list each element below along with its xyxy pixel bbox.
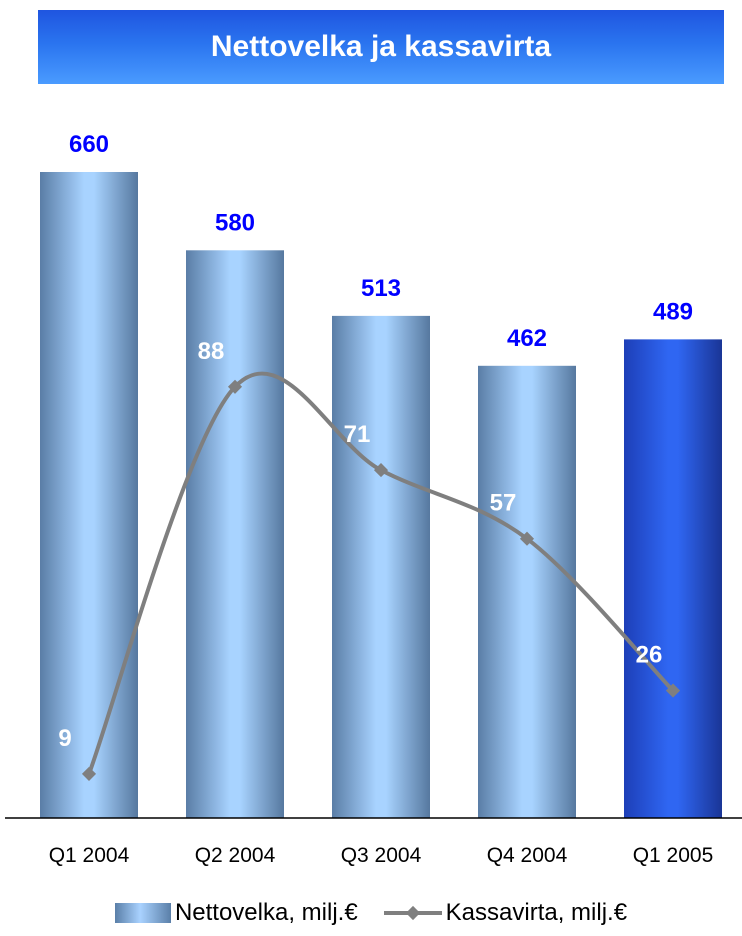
title-banner: Nettovelka ja kassavirta — [38, 10, 724, 84]
legend-line-swatch — [383, 905, 442, 921]
kassavirta-point — [81, 766, 97, 781]
legend-item-nettovelka: Nettovelka, milj.€ — [114, 899, 358, 927]
legend-label-kassavirta: Kassavirta, milj.€ — [445, 899, 628, 926]
kassavirta-value-label: 57 — [490, 490, 517, 517]
x-tick-label: Q1 2005 — [633, 844, 714, 867]
legend-bar-swatch — [114, 903, 171, 923]
bar-value-label: 462 — [507, 325, 547, 352]
bar-q2-2004 — [186, 250, 284, 818]
bar-q4-2004 — [478, 365, 576, 818]
x-tick-label: Q4 2004 — [487, 844, 568, 867]
legend-label-nettovelka: Nettovelka, milj.€ — [174, 899, 358, 926]
x-tick-label: Q1 2004 — [49, 844, 130, 867]
bar-value-label: 660 — [69, 131, 109, 158]
bar-value-label: 513 — [361, 275, 401, 302]
bar-q3-2004 — [332, 315, 430, 818]
bar-value-label: 489 — [653, 298, 693, 325]
kassavirta-point — [519, 531, 535, 546]
x-tick-label: Q2 2004 — [195, 844, 276, 867]
legend: Nettovelka, milj.€ Kassavirta, milj.€ — [0, 895, 742, 931]
chart-area: 660 580 513 462 489 9 88 71 57 26 Q1 2004 Q2 2004 Q… — [5, 131, 742, 867]
kassavirta-line — [87, 371, 675, 776]
legend-item-kassavirta: Kassavirta, milj.€ — [383, 899, 628, 927]
kassavirta-point — [227, 379, 243, 394]
bar-value-label: 580 — [215, 209, 255, 236]
x-tick-label: Q3 2004 — [341, 844, 422, 867]
kassavirta-value-label: 71 — [344, 421, 371, 448]
kassavirta-point — [373, 463, 389, 478]
bar-q1-2005 — [624, 339, 722, 818]
kassavirta-point — [665, 683, 681, 698]
kassavirta-value-label: 88 — [198, 338, 225, 365]
kassavirta-value-label: 26 — [636, 642, 663, 669]
chart-title: Nettovelka ja kassavirta — [210, 30, 552, 63]
kassavirta-value-label: 9 — [58, 725, 71, 752]
bar-q1-2004 — [40, 172, 138, 818]
